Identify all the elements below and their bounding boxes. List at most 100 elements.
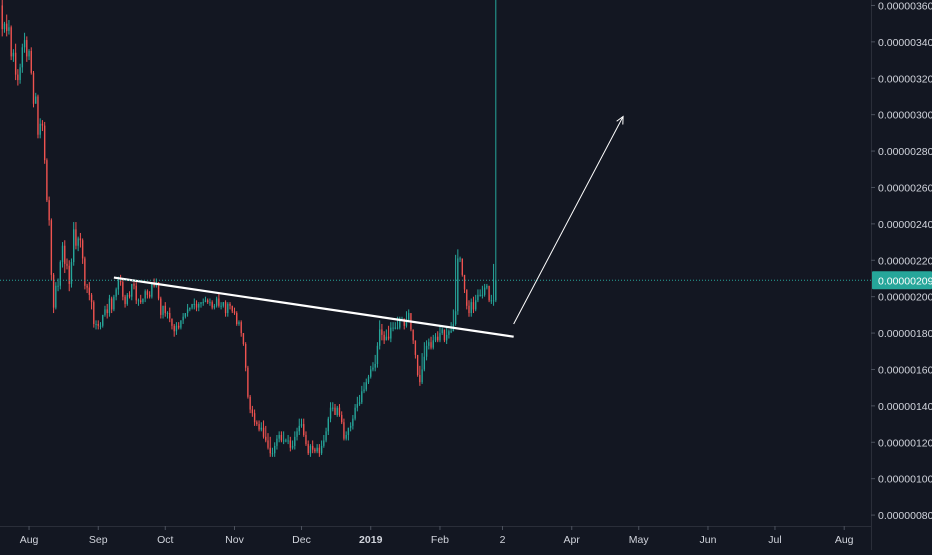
candle-body [195,303,198,308]
candle [425,340,428,361]
candle [26,36,28,62]
candle [236,311,238,326]
candle-body [403,318,405,326]
candle-body [236,313,238,324]
candle-body [240,322,242,334]
time-tick-label: Nov [225,534,244,546]
candle-body [140,300,142,303]
candle [327,416,329,435]
candle-body [454,311,457,324]
candle [117,276,120,295]
candle [358,394,361,406]
candle-body [269,447,271,454]
candle-body [390,327,392,339]
candle-body [19,67,21,81]
candle [448,329,450,339]
annotation-layer [113,115,624,338]
candle-body [84,258,86,286]
candle [412,329,414,344]
candle [318,444,321,457]
candle-body [423,356,426,370]
candle-body [265,436,267,441]
candle [171,318,173,330]
candle-body [367,376,370,383]
candle-body [414,340,417,355]
candle-body [282,440,285,442]
candle-body [256,422,258,425]
candle-body [37,96,39,135]
candle [249,394,251,414]
candle [481,285,484,299]
candle-body [280,434,283,441]
candle [128,291,131,299]
candle [419,365,421,386]
candle-body [495,280,497,301]
candle-body [148,294,151,297]
candle [164,302,166,317]
price-tick-label: 0.00000160 [878,364,932,376]
candle-body [142,298,144,303]
candle [490,294,493,304]
candle-body [475,300,477,310]
candle-body [343,422,345,439]
candle [338,404,341,417]
candle [66,258,68,270]
candle [64,240,66,274]
candle-body [242,333,245,344]
candle [35,92,37,104]
candle [39,118,41,139]
candle-body [6,23,8,31]
trendline[interactable] [113,276,514,338]
candle [244,342,247,372]
candle-body [309,445,312,454]
candle [274,442,276,457]
candle [166,311,169,319]
candle-body [75,229,77,246]
candle-body [97,323,99,326]
time-tick-label: Aug [835,534,854,546]
candle-body [439,333,441,341]
candle-body [177,325,180,328]
arrow-shaft[interactable] [513,116,624,325]
candle-body [345,434,347,439]
time-tick-label: May [629,534,650,546]
candle [79,232,82,248]
candle [492,263,495,306]
candle [278,431,280,443]
time-axis[interactable]: Aug Sep Oct Nov Dec 2019 Feb 2 Apr May Jun Jul Aug [20,526,854,546]
price-tick-label: 0.00000360 [878,0,932,12]
candle [329,402,332,423]
candle-body [358,402,361,405]
candle-body [416,354,419,375]
candle [148,291,151,299]
candle-body [73,229,75,263]
candle [115,287,117,301]
candle [280,431,283,443]
candle [124,294,126,308]
candle [8,20,10,35]
candle-body [135,285,137,301]
candle-body [133,283,135,286]
candle [77,236,79,252]
candle [48,196,50,226]
candle-body [463,274,466,290]
price-axis[interactable]: 0.00000080 0.00000100 0.00000120 0.00000140… [871,0,932,522]
candle [6,14,8,37]
candle [486,283,488,290]
candle-body [213,305,216,308]
candle [488,285,490,303]
candle [247,365,249,399]
candle [240,320,242,337]
candle [300,418,303,428]
candle [14,43,17,81]
candle-body [470,302,472,314]
candle-body [267,440,269,448]
candle [291,440,294,450]
candle [90,293,93,310]
candle-body [102,314,104,326]
candle-body [274,445,276,454]
candle [267,433,269,450]
candle-body [468,305,470,314]
